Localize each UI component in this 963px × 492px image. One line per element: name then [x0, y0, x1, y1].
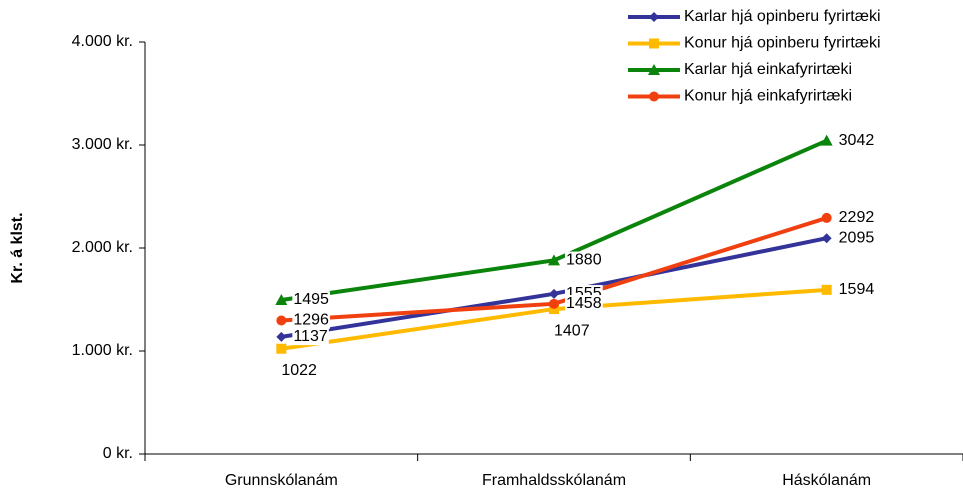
- legend-label: Konur hjá einkafyrirtæki: [684, 88, 852, 105]
- data-label: 1296: [293, 312, 329, 329]
- marker: [276, 343, 287, 354]
- data-label: 1880: [566, 252, 602, 269]
- marker: [821, 284, 832, 295]
- marker: [549, 288, 559, 299]
- data-label-bg: [837, 229, 876, 247]
- data-label: 1137: [293, 328, 328, 345]
- data-label: 1458: [566, 295, 602, 312]
- legend-label: Karlar hjá opinberu fyrirtæki: [684, 8, 881, 25]
- marker: [821, 212, 832, 223]
- data-label: 1594: [839, 281, 875, 298]
- data-label: 2292: [839, 209, 875, 226]
- marker: [821, 233, 832, 244]
- data-label: 1407: [554, 322, 590, 339]
- y-tick-label: 0 kr.: [103, 445, 133, 462]
- data-label-bg: [292, 328, 329, 346]
- data-label: 3042: [839, 132, 875, 149]
- data-label-bg: [553, 322, 591, 340]
- data-label-bg: [280, 361, 319, 379]
- marker: [549, 304, 559, 315]
- marker: [548, 254, 560, 266]
- data-label-bg: [837, 131, 876, 149]
- legend-label: Konur hjá opinberu fyrirtæki: [684, 35, 881, 52]
- data-label-bg: [565, 295, 603, 313]
- y-tick-label: 1.000 kr.: [72, 342, 133, 359]
- data-label-bg: [292, 291, 331, 309]
- x-tick-label: Háskólanám: [782, 472, 871, 489]
- marker: [275, 294, 288, 306]
- data-label-bg: [837, 281, 876, 299]
- data-label: 1022: [281, 362, 317, 379]
- data-label: 2095: [839, 229, 875, 246]
- y-tick-label: 4.000 kr.: [72, 33, 133, 50]
- x-tick-label: Framhaldsskólanám: [482, 472, 626, 489]
- data-label-bg: [837, 209, 876, 227]
- marker: [820, 134, 833, 146]
- marker: [549, 298, 559, 309]
- data-label: 1495: [293, 291, 329, 308]
- marker: [649, 38, 659, 49]
- data-label-bg: [565, 251, 603, 269]
- series-line: [281, 138, 828, 302]
- marker: [648, 64, 660, 75]
- legend-label: Karlar hjá einkafyrirtæki: [684, 61, 852, 78]
- marker: [276, 331, 287, 342]
- data-label-bg: [292, 311, 331, 329]
- x-tick-label: Grunnskólanám: [225, 472, 338, 489]
- marker: [276, 315, 287, 326]
- y-tick-label: 2.000 kr.: [72, 239, 133, 256]
- marker: [649, 91, 659, 102]
- marker: [649, 12, 659, 22]
- y-axis-label: Kr. á klst.: [9, 212, 26, 283]
- y-tick-label: 3.000 kr.: [72, 136, 133, 153]
